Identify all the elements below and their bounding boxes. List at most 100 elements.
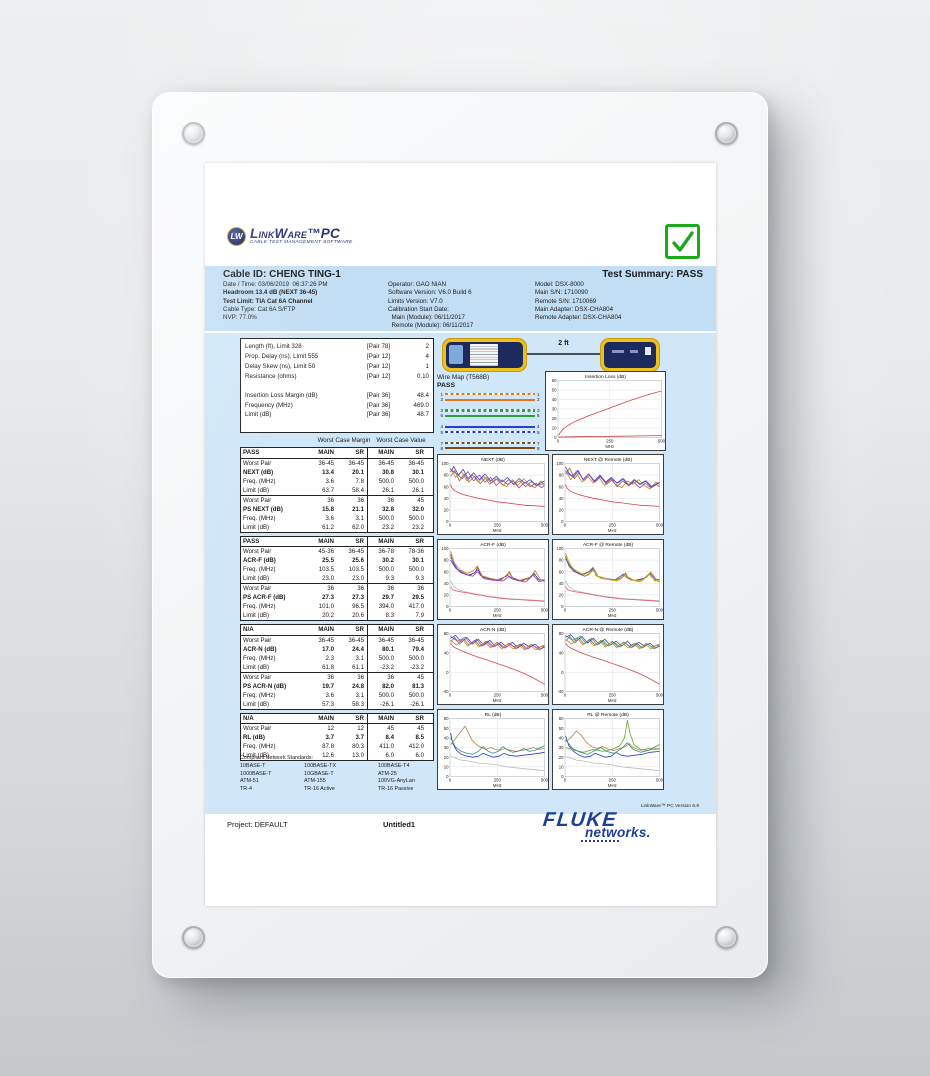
row-value: 79.4: [412, 645, 424, 653]
fluke-networks-logo: FLUKE networks.: [541, 809, 673, 842]
summary-label: Prop. Delay (ns), Limit 555: [245, 352, 319, 360]
pin-number: 6: [537, 413, 540, 419]
row-value: 24.4: [352, 645, 364, 653]
svg-text:ACR-N (dB): ACR-N (dB): [480, 627, 506, 633]
cable-id-value: CHENG TING-1: [269, 269, 341, 280]
row-value: 6.0: [367, 751, 397, 760]
row-value: 500.0: [367, 565, 397, 574]
results-row: Freq. (MHz) 101.0 96.5 394.0 417.0: [241, 602, 433, 611]
fluke-wordmark: FLUKE: [541, 809, 619, 831]
status-cell: N/A: [243, 714, 254, 722]
summary-value: 0.10: [416, 372, 429, 380]
row-value: 411.0: [367, 742, 397, 751]
results-group: Worst Pair 36 36 36 45 PS ACR-N (dB) 19.7 24.8 8…: [241, 671, 433, 709]
svg-text:20: 20: [444, 508, 449, 513]
col-header: MAIN: [318, 449, 334, 456]
wire-line: [445, 409, 535, 412]
row-value: 12: [327, 725, 334, 732]
row-label: Limit (dB): [243, 523, 270, 531]
row-value: 82.0: [367, 681, 397, 691]
svg-text:20: 20: [552, 416, 557, 421]
summary-pair: [Pair 12]: [367, 362, 391, 370]
row-value: 36-45: [318, 636, 334, 644]
row-value: 20.1: [352, 468, 364, 476]
status-cell: PASS: [243, 537, 260, 545]
svg-text:40: 40: [444, 496, 449, 501]
svg-text:ACR-F @ Remote (dB): ACR-F @ Remote (dB): [583, 542, 634, 548]
row-value: 8.5: [415, 734, 424, 741]
row-value: 500.0: [408, 566, 424, 573]
info-line: Date / Time: 03/06/2019 06:37:26 PM: [223, 281, 328, 288]
svg-text:-40: -40: [557, 689, 564, 694]
pin-number: 8: [537, 445, 540, 451]
results-section-header: PASS MAIN SR MAIN SR: [241, 536, 433, 547]
row-value: 26.1: [412, 486, 424, 494]
row-value: 30.1: [412, 557, 424, 564]
svg-text:250: 250: [494, 608, 502, 613]
svg-text:0: 0: [561, 774, 564, 779]
results-row: ACR-N (dB) 17.0 24.4 80.1 79.4: [241, 644, 433, 654]
pin-number: 1: [440, 391, 443, 397]
standard-item: 100BASE-TX: [304, 762, 337, 769]
col-header: SR: [355, 537, 364, 545]
standard-item: ATM-155: [304, 778, 326, 785]
summary-pair: [Pair 12]: [367, 372, 391, 380]
svg-text:250: 250: [494, 523, 502, 528]
linkware-badge-text: LW: [230, 232, 243, 241]
row-value: 3.6: [325, 477, 334, 485]
row-value: -26.1: [410, 700, 424, 708]
row-value: 12.6: [322, 752, 334, 759]
frame-screw-top-left: [182, 122, 205, 145]
row-label: PS ACR-F (dB): [243, 594, 286, 601]
row-label: Freq. (MHz): [243, 691, 276, 699]
summary-row: Frequency (MHz) [Pair 36] 469.0: [245, 401, 429, 411]
svg-text:50: 50: [552, 388, 557, 393]
results-row: PS NEXT (dB) 15.8 21.1 32.8 32.0: [241, 504, 433, 514]
acrylic-frame: LW LinkWare™PC CABLE TEST MANAGEMENT SOF…: [152, 92, 768, 978]
test-summary: Test Summary: PASS: [602, 269, 703, 280]
col-header: SR: [355, 626, 364, 633]
summary-box: Length (ft), Limit 328 [Pair 78] 2 Prop. De…: [240, 338, 434, 433]
svg-text:MHz: MHz: [608, 613, 617, 618]
row-value: 20.6: [352, 612, 364, 619]
svg-text:100: 100: [441, 461, 449, 466]
frame-screw-bottom-right: [715, 926, 738, 949]
wire-line: [445, 398, 535, 401]
svg-text:60: 60: [559, 569, 564, 574]
summary-row: Delay Skew (ns), Limit 50 [Pair 12] 1: [245, 362, 429, 372]
pin-number: 4: [537, 424, 540, 430]
svg-text:0: 0: [564, 693, 567, 698]
results-row: Limit (dB) 23.0 23.0 9.3 9.3: [241, 574, 433, 583]
row-value: 500.0: [408, 514, 424, 522]
worst-case-header: Worst Case Margin Worst Case Value: [240, 437, 434, 445]
row-value: 13.0: [352, 752, 364, 759]
standard-item: 10GBASE-T: [304, 770, 334, 777]
summary-label: Insertion Loss Margin (dB): [245, 391, 318, 399]
row-value: 500.0: [408, 654, 424, 662]
summary-label: Limit (dB): [245, 411, 272, 419]
svg-text:MHz: MHz: [608, 783, 617, 788]
row-value: 58.3: [352, 700, 364, 708]
row-value: 7.9: [415, 612, 424, 619]
svg-text:ACR-N @ Remote (dB): ACR-N @ Remote (dB): [583, 627, 634, 633]
tester-wiremap-display: [470, 344, 498, 366]
row-value: 500.0: [367, 653, 397, 663]
svg-text:100: 100: [556, 546, 564, 551]
row-value: 36-78: [367, 547, 397, 556]
summary-label: Length (ft), Limit 328: [245, 343, 302, 350]
next-remote-chart: 0 20 40 60 80 100 0 250 500 NEXT @ Remote (dB) MHz: [552, 454, 664, 535]
row-label: Freq. (MHz): [243, 566, 276, 573]
results-row: Limit (dB) 20.2 20.6 8.3 7.9: [241, 611, 433, 620]
row-value: 36: [327, 496, 334, 504]
row-label: Limit (dB): [243, 612, 270, 619]
row-label: Worst Pair: [243, 673, 272, 681]
row-value: 3.1: [355, 514, 364, 522]
pin-number: 4: [440, 424, 443, 430]
summary-pair: [Pair 36]: [367, 411, 391, 419]
row-value: 9.3: [415, 575, 424, 582]
row-value: 2.3: [325, 654, 334, 662]
